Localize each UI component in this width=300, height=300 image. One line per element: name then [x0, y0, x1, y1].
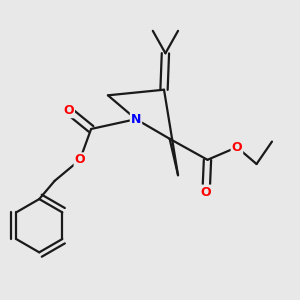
Text: O: O: [63, 104, 74, 117]
Text: O: O: [75, 153, 85, 166]
Text: N: N: [131, 113, 141, 126]
Text: O: O: [201, 186, 212, 199]
Text: O: O: [232, 141, 242, 154]
